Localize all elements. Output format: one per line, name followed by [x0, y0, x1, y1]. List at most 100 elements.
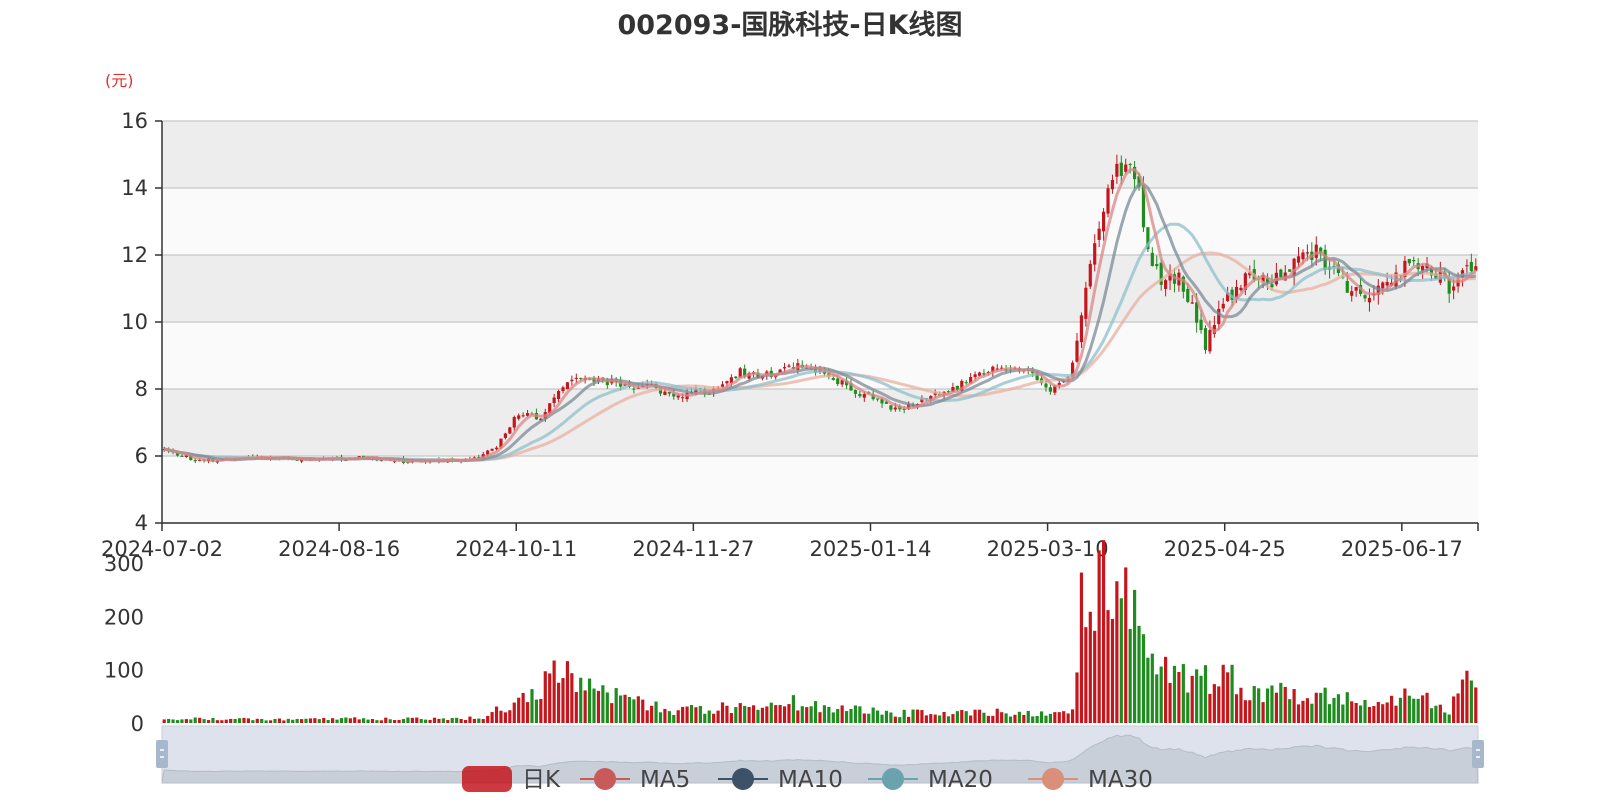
candle-body[interactable] [472, 457, 476, 459]
volume-bar[interactable] [867, 713, 871, 723]
volume-bar[interactable] [667, 711, 671, 723]
volume-bar[interactable] [561, 678, 565, 723]
volume-bar[interactable] [1292, 689, 1296, 723]
candle-body[interactable] [1186, 288, 1190, 302]
volume-bar[interactable] [1150, 653, 1154, 723]
volume-bar[interactable] [876, 710, 880, 723]
volume-bar[interactable] [986, 715, 990, 723]
candle-body[interactable] [973, 374, 977, 378]
candle-body[interactable] [1044, 383, 1048, 388]
candle-body[interactable] [1155, 264, 1159, 267]
volume-bar[interactable] [189, 719, 193, 723]
volume-bar[interactable] [1066, 713, 1070, 723]
volume-bar[interactable] [1031, 716, 1035, 723]
volume-bar[interactable] [1319, 692, 1323, 723]
volume-bar[interactable] [277, 718, 282, 723]
volume-bar[interactable] [1465, 670, 1469, 723]
candle-body[interactable] [1226, 292, 1230, 302]
volume-bar[interactable] [977, 709, 982, 723]
candle-body[interactable] [1164, 280, 1168, 289]
volume-bar[interactable] [1133, 589, 1137, 723]
candle-body[interactable] [1048, 387, 1053, 392]
volume-bar[interactable] [406, 717, 410, 723]
volume-bar[interactable] [1110, 618, 1115, 723]
volume-bar[interactable] [1390, 695, 1394, 723]
volume-bar[interactable] [902, 709, 906, 723]
candle-body[interactable] [1230, 289, 1234, 300]
volume-bar[interactable] [1314, 692, 1318, 723]
volume-series[interactable] [162, 540, 1478, 723]
candle-body[interactable] [1465, 265, 1469, 267]
volume-bar[interactable] [384, 717, 388, 723]
volume-bar[interactable] [827, 706, 831, 723]
volume-bar[interactable] [1088, 611, 1092, 723]
candle-body[interactable] [1084, 287, 1088, 319]
candle-body[interactable] [1141, 185, 1146, 228]
volume-bar[interactable] [162, 719, 166, 723]
volume-bar[interactable] [459, 718, 463, 723]
volume-bar[interactable] [1230, 664, 1234, 723]
datazoom-handle-left[interactable] [156, 740, 168, 768]
volume-bar[interactable] [1070, 709, 1075, 723]
volume-bar[interactable] [840, 705, 844, 723]
candle-body[interactable] [862, 394, 866, 398]
candle-body[interactable] [362, 455, 366, 457]
volume-bar[interactable] [1239, 687, 1243, 723]
volume-bar[interactable] [379, 720, 383, 723]
volume-bar[interactable] [543, 671, 547, 723]
volume-bar[interactable] [353, 717, 357, 723]
volume-bar[interactable] [180, 719, 184, 723]
volume-bar[interactable] [299, 719, 304, 723]
volume-bar[interactable] [317, 719, 321, 723]
candle-body[interactable] [858, 394, 862, 397]
volume-bar[interactable] [1248, 700, 1252, 723]
volume-bar[interactable] [756, 709, 760, 723]
volume-bar[interactable] [233, 718, 237, 723]
volume-bar[interactable] [175, 720, 180, 723]
candle-body[interactable] [977, 372, 982, 376]
volume-bar[interactable] [836, 709, 840, 723]
candle-body[interactable] [743, 368, 747, 377]
legend-item-ma30[interactable]: MA30 [1028, 767, 1153, 793]
volume-bar[interactable] [1124, 567, 1128, 723]
volume-bar[interactable] [1008, 716, 1013, 723]
volume-bar[interactable] [703, 713, 707, 723]
candle-body[interactable] [884, 401, 889, 404]
volume-bar[interactable] [641, 699, 645, 723]
volume-bar[interactable] [1469, 680, 1473, 723]
volume-bar[interactable] [450, 717, 454, 723]
volume-bar[interactable] [437, 718, 441, 723]
volume-bar[interactable] [1421, 695, 1425, 723]
candle-body[interactable] [1106, 188, 1110, 214]
volume-bar[interactable] [907, 716, 911, 723]
candle-body[interactable] [632, 388, 636, 390]
volume-bar[interactable] [1141, 634, 1146, 723]
volume-bar[interactable] [362, 718, 366, 723]
candle-body[interactable] [853, 390, 858, 394]
volume-bar[interactable] [942, 711, 946, 723]
candle-body[interactable] [1079, 315, 1084, 343]
candle-body[interactable] [1159, 262, 1163, 285]
volume-bar[interactable] [1044, 715, 1048, 723]
candle-body[interactable] [991, 366, 995, 372]
volume-bar[interactable] [601, 685, 605, 723]
volume-bar[interactable] [1101, 540, 1106, 723]
candle-body[interactable] [1270, 284, 1274, 288]
volume-bar[interactable] [286, 718, 290, 723]
volume-bar[interactable] [410, 717, 414, 723]
candle-body[interactable] [180, 455, 184, 457]
volume-bar[interactable] [1115, 581, 1119, 723]
volume-bar[interactable] [202, 719, 206, 723]
candle-body[interactable] [1429, 267, 1434, 276]
candle-body[interactable] [1381, 282, 1385, 289]
candle-body[interactable] [1195, 302, 1199, 323]
volume-bar[interactable] [401, 719, 406, 723]
candle-body[interactable] [849, 383, 853, 391]
volume-bar[interactable] [1190, 675, 1194, 723]
volume-bar[interactable] [242, 717, 246, 723]
candle-body[interactable] [889, 405, 893, 410]
volume-bar[interactable] [1137, 625, 1141, 723]
volume-bar[interactable] [596, 690, 601, 723]
volume-bar[interactable] [712, 713, 716, 723]
volume-bar[interactable] [822, 705, 827, 723]
